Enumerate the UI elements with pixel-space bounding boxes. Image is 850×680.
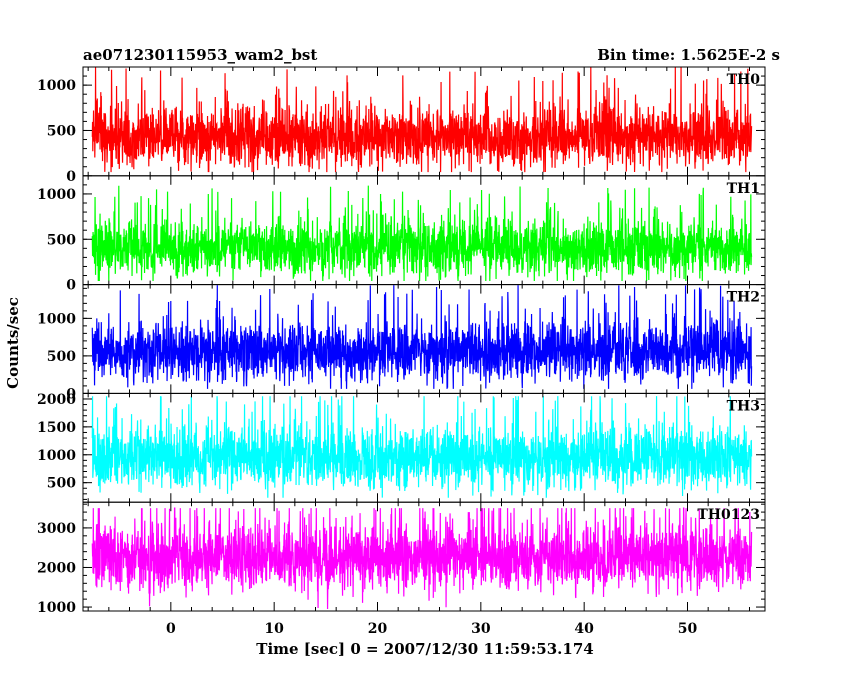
chart-title: ae071230115953_wam2_bst [83, 46, 317, 64]
x-tick-label: 30 [471, 621, 491, 637]
x-tick-label: 50 [678, 621, 698, 637]
panel-th2: 0 500 1000 TH2 [37, 284, 766, 402]
panel-th0: 0 500 1000 TH0 [37, 66, 766, 185]
y-tick-label: 1000 [37, 311, 76, 327]
x-axis-label: Time [sec] 0 = 2007/12/30 11:59:53.174 [256, 640, 593, 658]
x-tick-label: 40 [574, 621, 594, 637]
y-tick-label: 500 [47, 476, 76, 492]
y-tick-label: 0 [66, 169, 76, 185]
y-tick-label: 1500 [37, 420, 76, 436]
series-line-th2 [91, 285, 753, 389]
y-tick-label: 3000 [37, 521, 76, 537]
x-tick-label: 10 [264, 621, 284, 637]
series-line-th1 [91, 185, 753, 282]
x-tick-label: 20 [368, 621, 388, 637]
panel-label: TH0 [727, 72, 761, 88]
y-axis-label: Counts/sec [4, 297, 22, 389]
y-tick-label: 2000 [37, 560, 76, 576]
series-line-th3 [91, 396, 753, 498]
series-line-th0123 [91, 507, 753, 610]
panel-th0123: 1000 2000 3000 TH0123 [37, 501, 766, 616]
y-tick-label: 0 [66, 386, 76, 402]
panel-frame [82, 501, 766, 612]
y-tick-label: 1000 [37, 448, 76, 464]
y-tick-label: 2000 [37, 392, 76, 408]
y-tick-label: 500 [47, 232, 76, 248]
x-tick-label: 0 [166, 621, 176, 637]
y-tick-label: 500 [47, 123, 76, 139]
panel-label: TH0123 [697, 507, 760, 523]
panel-th3: 500 1000 1500 2000 TH3 [37, 392, 766, 503]
y-tick-label: 1000 [37, 78, 76, 94]
y-tick-label: 500 [47, 349, 76, 365]
series-line-th0 [91, 67, 753, 173]
y-tick-label: 1000 [37, 187, 76, 203]
bin-time-label: Bin time: 1.5625E-2 s [597, 46, 780, 64]
y-tick-label: 0 [66, 278, 76, 294]
panel-label: TH3 [727, 398, 760, 414]
panel-label: TH2 [727, 290, 760, 306]
panel-label: TH1 [727, 181, 760, 197]
y-tick-label: 1000 [37, 600, 76, 616]
panel-th1: 0 500 1000 TH1 [37, 175, 766, 294]
